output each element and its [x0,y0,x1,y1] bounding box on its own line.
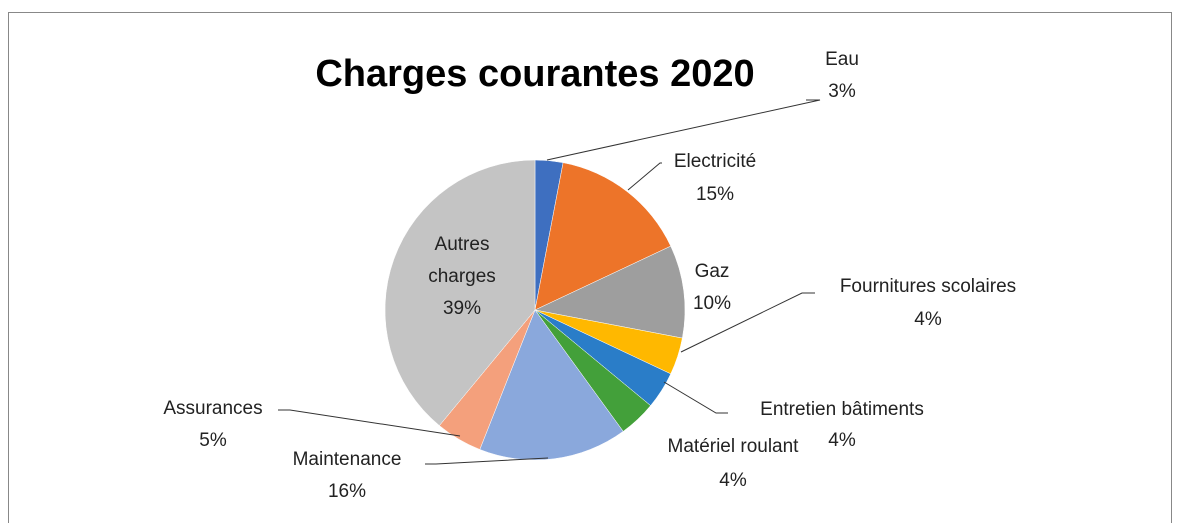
slice-label: Entretien bâtiments [760,399,924,420]
slice-label: Eau [825,49,859,70]
leader-line [425,457,549,465]
slice-value-label: 16% [328,481,366,502]
slice-label: Electricité [674,151,756,172]
leader-line [627,162,662,191]
slice-value-label: 15% [696,184,734,205]
pie-slice [384,159,536,426]
pie-slice [534,245,686,339]
slice-label: Gaz [695,261,730,282]
slice-value-label: 4% [719,470,747,491]
slice-value-label: 39% [443,298,481,319]
leader-line [663,381,728,414]
slice-label: Autres charges [428,234,496,287]
leader-line [546,99,821,161]
leader-line [680,292,815,353]
slice-value-label: 4% [828,430,856,451]
leader-line [278,409,461,437]
chart-title: Charges courantes 2020 [315,53,754,95]
slice-label: Matériel roulant [668,436,800,457]
pie-slice [479,309,624,461]
slice-value-label: 3% [828,81,856,102]
slice-value-label: 5% [199,430,227,451]
slice-label: Maintenance [293,449,402,470]
slice-value-label: 10% [693,293,731,314]
slice-label: Fournitures scolaires [840,276,1016,297]
pie-slice [534,162,672,311]
slice-value-label: 4% [914,309,942,330]
slice-label: Assurances [163,398,262,419]
